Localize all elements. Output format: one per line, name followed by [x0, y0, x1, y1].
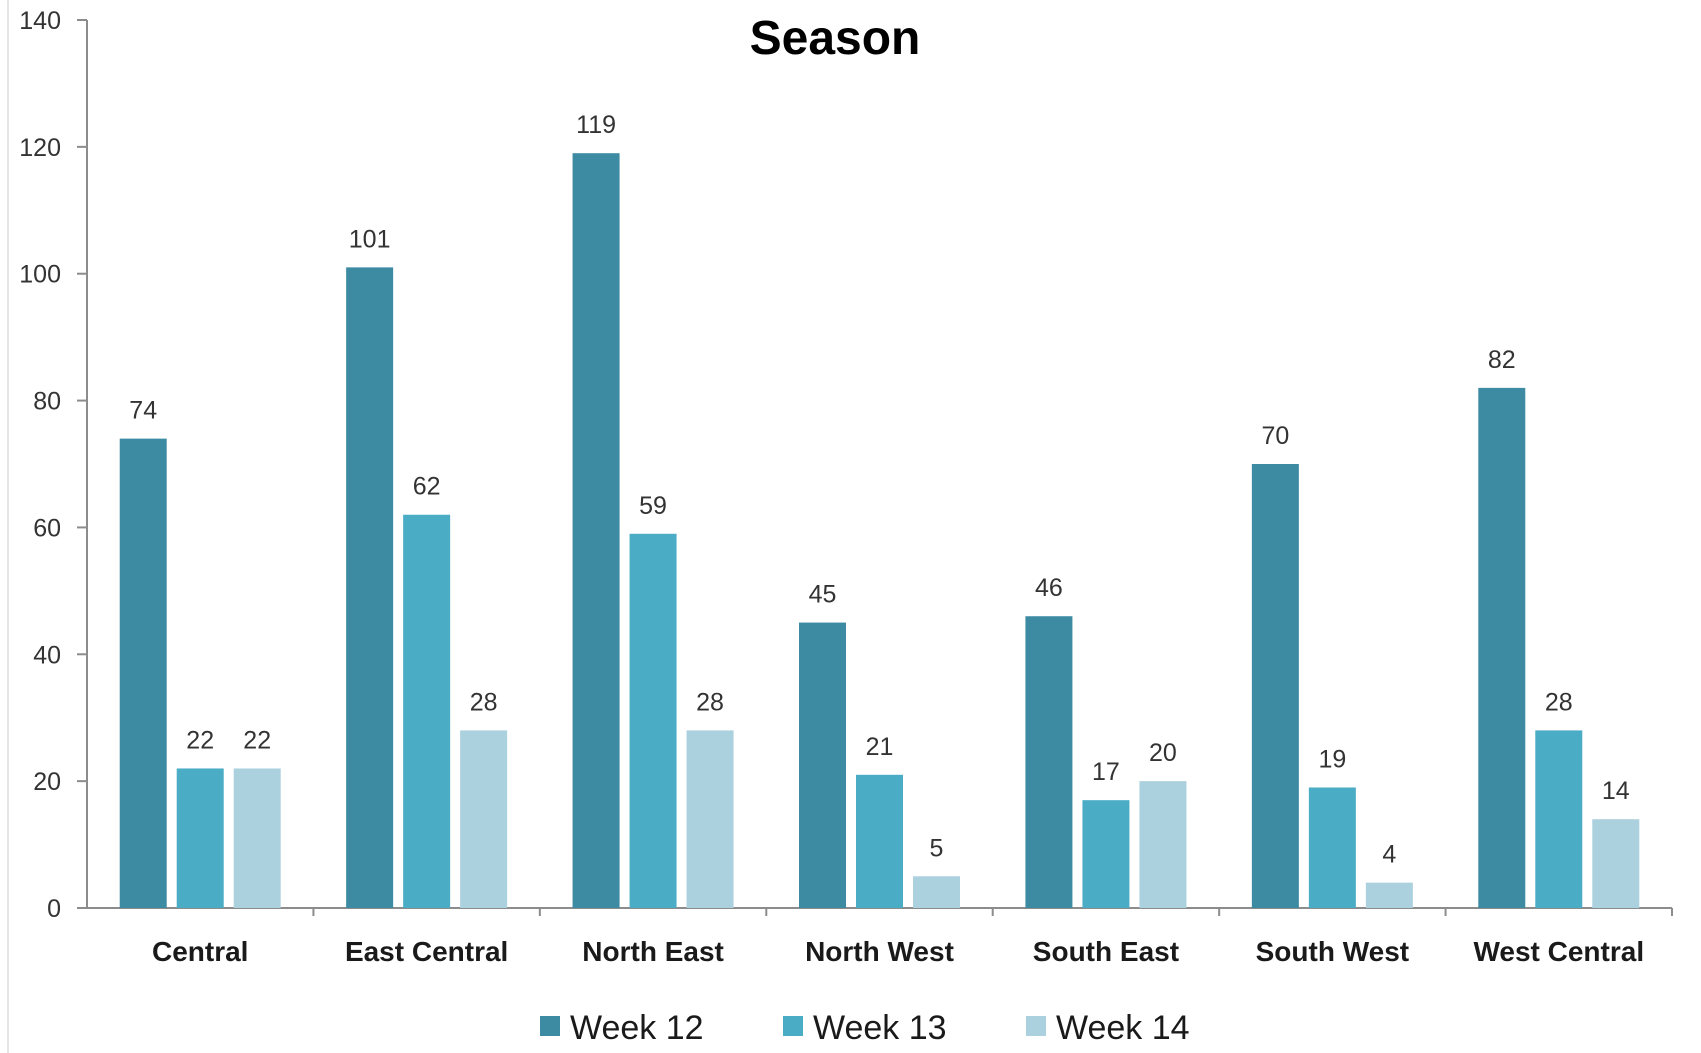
bar	[1592, 819, 1640, 908]
data-label: 22	[243, 726, 271, 754]
data-label: 62	[413, 473, 441, 501]
data-label: 70	[1261, 422, 1289, 450]
data-label: 59	[639, 492, 667, 520]
bar	[1139, 781, 1187, 908]
bar	[1535, 730, 1583, 908]
bar	[403, 514, 451, 908]
data-label: 28	[470, 688, 498, 716]
y-tick-label: 20	[33, 768, 61, 796]
bar	[346, 267, 394, 908]
bar	[572, 153, 620, 908]
chart-title: Season	[750, 12, 921, 65]
data-label: 21	[866, 733, 894, 761]
legend-swatch	[540, 1016, 560, 1036]
bar	[119, 438, 167, 908]
data-label: 46	[1035, 574, 1063, 602]
category-label: North West	[805, 936, 954, 967]
bar	[460, 730, 508, 908]
legend-label: Week 13	[813, 1009, 947, 1047]
y-tick-label: 0	[47, 895, 61, 923]
y-tick-label: 120	[19, 134, 61, 162]
data-label: 14	[1602, 777, 1630, 805]
category-label: West Central	[1473, 936, 1644, 967]
legend-swatch	[783, 1016, 803, 1036]
bar	[1025, 616, 1073, 908]
data-label: 5	[930, 834, 944, 862]
bar	[1365, 882, 1413, 908]
data-label: 20	[1149, 739, 1177, 767]
data-label: 101	[349, 225, 391, 253]
data-label: 45	[809, 581, 837, 609]
bar	[913, 876, 960, 908]
y-tick-label: 80	[33, 388, 61, 416]
data-label: 17	[1092, 758, 1120, 786]
category-label: Central	[152, 936, 248, 967]
y-tick-label: 40	[33, 641, 61, 669]
bar	[1251, 464, 1299, 908]
legend-swatch	[1026, 1016, 1046, 1036]
bar	[799, 622, 846, 908]
y-tick-label: 100	[19, 261, 61, 289]
category-label: South West	[1256, 936, 1409, 967]
legend-label: Week 12	[570, 1009, 704, 1047]
bar	[1478, 387, 1526, 908]
bar	[629, 533, 677, 908]
data-label: 74	[129, 397, 157, 425]
category-label: North East	[582, 936, 724, 967]
category-label: East Central	[345, 936, 508, 967]
bar	[1308, 787, 1356, 908]
bar	[1082, 800, 1130, 908]
y-tick-label: 140	[19, 7, 61, 35]
bar	[233, 768, 281, 908]
bar	[856, 774, 903, 908]
data-label: 28	[696, 688, 724, 716]
data-label: 28	[1545, 688, 1573, 716]
data-label: 82	[1488, 346, 1516, 374]
data-label: 119	[576, 111, 616, 139]
category-label: South East	[1033, 936, 1179, 967]
bar	[176, 768, 224, 908]
data-label: 19	[1318, 745, 1346, 773]
data-label: 4	[1382, 841, 1396, 869]
data-label: 22	[186, 726, 214, 754]
y-tick-label: 60	[33, 514, 61, 542]
bar	[686, 730, 734, 908]
legend-label: Week 14	[1056, 1009, 1190, 1047]
